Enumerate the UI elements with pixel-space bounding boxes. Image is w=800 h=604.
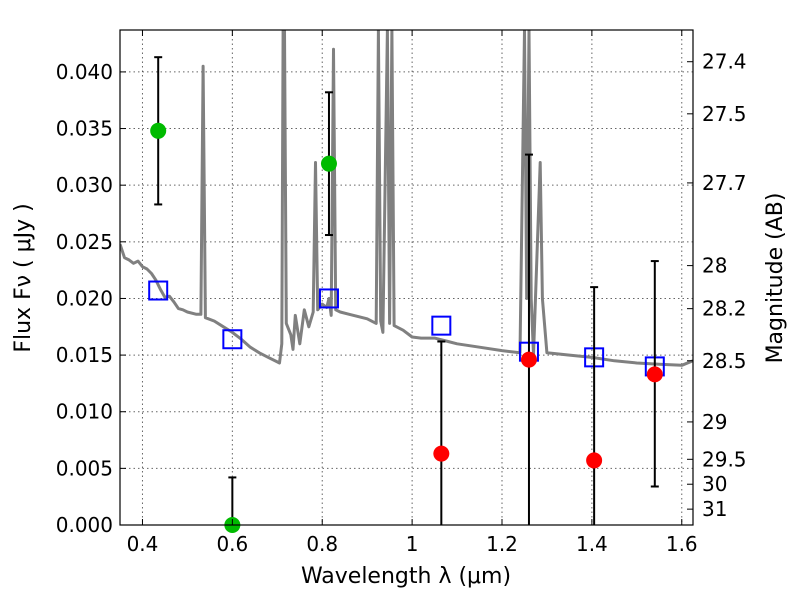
- x-tick-label: 1: [406, 532, 419, 556]
- x-tick-label: 1.4: [576, 532, 608, 556]
- mag-tick-label: 28: [702, 254, 727, 278]
- mag-tick-label: 27.5: [702, 102, 747, 126]
- y-tick-label: 0.035: [56, 117, 113, 141]
- y-tick-label: 0.010: [56, 400, 113, 424]
- y-tick-label: 0.000: [56, 513, 113, 537]
- y-axis-label: Flux Fν ( μJy ): [11, 203, 36, 352]
- mag-tick-label: 28.2: [702, 297, 747, 321]
- observed-flux-point: [150, 122, 167, 139]
- observed-flux-point: [320, 155, 337, 172]
- x-tick-label: 1.6: [666, 532, 698, 556]
- plot-frame: [119, 29, 694, 526]
- model-photometry-point: [222, 329, 243, 350]
- x-tick-label: 1.2: [486, 532, 518, 556]
- x-tick-label: 0.8: [306, 532, 338, 556]
- mag-tick-label: 27.4: [702, 50, 747, 74]
- y-tick-label: 0.015: [56, 343, 113, 367]
- mag-tick-label: 27.7: [702, 171, 747, 195]
- mag-tick-label: 29.5: [702, 447, 747, 471]
- mag-tick-label: 29: [702, 410, 727, 434]
- data-points: [148, 56, 665, 533]
- x-axis-label: Wavelength λ (μm): [301, 564, 511, 589]
- mag-tick-label: 30: [702, 472, 727, 496]
- mag-tick-label: 28.5: [702, 349, 747, 373]
- model-photometry-point: [148, 280, 169, 301]
- x-tick-label: 0.4: [127, 532, 159, 556]
- y2-axis-label: Magnitude (AB): [763, 193, 788, 364]
- y-tick-label: 0.030: [56, 173, 113, 197]
- observed-flux-point: [646, 366, 663, 383]
- model-photometry-point: [431, 315, 452, 336]
- axis-ticks: 0.4 0.6 0.8 1 1.2 1.4 1.6 0.000 0.005 0.010 0.015 0…: [56, 30, 747, 556]
- observed-flux-point: [586, 452, 603, 469]
- y-tick-label: 0.040: [56, 60, 113, 84]
- y-tick-label: 0.005: [56, 456, 113, 480]
- grid: [120, 30, 693, 526]
- y-tick-label: 0.020: [56, 286, 113, 310]
- mag-tick-label: 31: [702, 497, 727, 521]
- observed-flux-point: [520, 351, 537, 368]
- model-photometry-point: [318, 288, 339, 309]
- y-tick-label: 0.025: [56, 230, 113, 254]
- x-tick-label: 0.6: [216, 532, 248, 556]
- observed-flux-point: [433, 445, 450, 462]
